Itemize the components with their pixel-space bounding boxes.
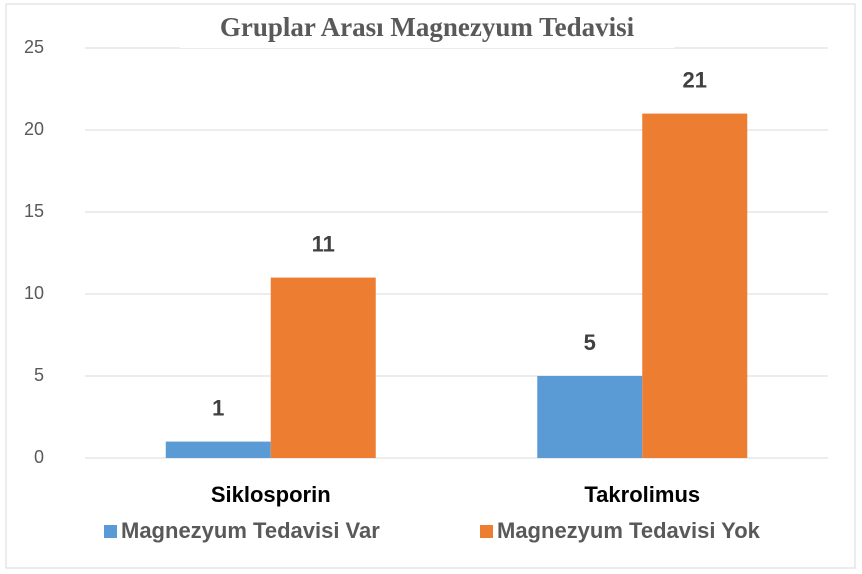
title-bg bbox=[180, 12, 674, 48]
x-tick-label: Takrolimus bbox=[584, 482, 700, 507]
data-label: 21 bbox=[683, 67, 707, 92]
data-label: 5 bbox=[584, 330, 596, 355]
legend-label: Magnezyum Tedavisi Var bbox=[121, 518, 380, 543]
data-label: 11 bbox=[312, 231, 335, 256]
y-tick-label: 15 bbox=[24, 201, 44, 221]
bar bbox=[642, 113, 748, 458]
y-tick-label: 10 bbox=[24, 283, 44, 303]
y-tick-label: 25 bbox=[24, 37, 44, 57]
legend-swatch bbox=[480, 525, 493, 538]
y-tick-label: 0 bbox=[34, 447, 44, 467]
bar bbox=[165, 441, 271, 458]
bar bbox=[270, 277, 376, 458]
legend-label: Magnezyum Tedavisi Yok bbox=[497, 518, 761, 543]
y-tick-label: 5 bbox=[34, 365, 44, 385]
x-tick-label: Siklosporin bbox=[211, 482, 331, 507]
data-label: 1 bbox=[212, 395, 224, 420]
legend-swatch bbox=[104, 525, 117, 538]
chart-title: Gruplar Arası Magnezyum Tedavisi bbox=[220, 12, 635, 42]
bar bbox=[537, 376, 643, 458]
y-tick-label: 20 bbox=[24, 119, 44, 139]
